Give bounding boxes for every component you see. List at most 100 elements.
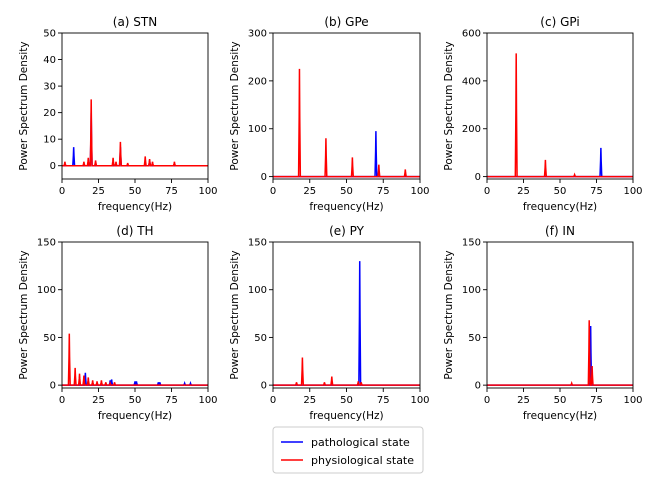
x-tick-label: 50 <box>554 395 567 406</box>
x-tick-label: 0 <box>270 186 276 197</box>
x-tick-label: 75 <box>165 395 178 406</box>
x-tick-label: 75 <box>377 186 390 197</box>
x-tick-label: 0 <box>59 395 65 406</box>
panel-a-stn: (a) STN 0 25 50 75 100 0 10 20 30 40 50 frequency(Hz… <box>18 15 218 213</box>
axes-frame <box>486 241 634 389</box>
series-group <box>273 68 420 178</box>
y-tick-label: 20 <box>43 108 56 119</box>
y-tick-label: 150 <box>462 238 481 249</box>
x-tick-label: 0 <box>59 186 65 197</box>
legend-label-physiological: physiological state <box>311 454 414 467</box>
x-tick-label: 50 <box>129 186 142 197</box>
y-tick-label: 0 <box>50 381 56 392</box>
y-tick-label: 10 <box>43 135 56 146</box>
series-line-physiological-state <box>273 357 420 386</box>
y-axis-label: Power Spectrum Density <box>18 250 30 379</box>
series-line-physiological-state <box>487 320 633 386</box>
x-tick-label: 25 <box>303 395 316 406</box>
axes-frame <box>486 32 634 180</box>
y-tick-label: 150 <box>37 238 56 249</box>
panel-title: (f) IN <box>545 224 575 238</box>
legend-label-pathological: pathological state <box>311 436 410 449</box>
y-tick-label: 200 <box>462 124 481 135</box>
series-group <box>62 99 208 167</box>
x-tick-label: 100 <box>410 186 429 197</box>
x-axis-label: frequency(Hz) <box>98 410 172 422</box>
y-tick-label: 600 <box>462 29 481 40</box>
series-line-pathological-state <box>487 147 633 178</box>
y-tick-label: 0 <box>475 172 481 183</box>
series-line-pathological-state <box>487 325 633 386</box>
x-tick-label: 100 <box>198 186 217 197</box>
x-tick-label: 25 <box>303 186 316 197</box>
y-tick-label: 50 <box>43 333 56 344</box>
y-axis-label: Power Spectrum Density <box>18 41 30 170</box>
x-tick-label: 75 <box>377 395 390 406</box>
x-tick-label: 100 <box>623 395 642 406</box>
x-axis-label: frequency(Hz) <box>523 201 597 213</box>
x-tick-label: 75 <box>590 186 603 197</box>
y-tick-label: 100 <box>37 285 56 296</box>
y-tick-label: 0 <box>475 381 481 392</box>
panel-title: (c) GPi <box>540 15 579 29</box>
series-line-physiological-state <box>62 99 208 167</box>
y-tick-label: 300 <box>248 29 267 40</box>
y-tick-label: 100 <box>462 285 481 296</box>
x-tick-label: 25 <box>92 186 105 197</box>
y-tick-label: 100 <box>248 285 267 296</box>
x-tick-label: 50 <box>340 395 353 406</box>
y-tick-label: 30 <box>43 82 56 93</box>
x-tick-label: 0 <box>484 395 490 406</box>
y-tick-label: 0 <box>50 161 56 172</box>
y-tick-label: 50 <box>468 333 481 344</box>
x-axis-label: frequency(Hz) <box>98 201 172 213</box>
series-line-pathological-state <box>273 131 420 178</box>
y-axis-label: Power Spectrum Density <box>443 41 455 170</box>
y-tick-label: 0 <box>261 381 267 392</box>
panel-e-py: (e) PY 0 25 50 75 100 0 50 100 150 frequency(Hz) Po… <box>229 224 430 422</box>
x-tick-label: 50 <box>340 186 353 197</box>
x-tick-label: 0 <box>484 186 490 197</box>
panel-title: (d) TH <box>116 224 153 238</box>
y-tick-label: 150 <box>248 238 267 249</box>
x-tick-label: 100 <box>623 186 642 197</box>
axes-frame <box>61 241 209 389</box>
x-tick-label: 50 <box>129 395 142 406</box>
panel-b-gpe: (b) GPe 0 25 50 75 100 0 100 200 300 frequency(Hz)… <box>229 15 430 213</box>
axes-frame <box>272 32 421 180</box>
x-tick-label: 25 <box>517 395 530 406</box>
x-axis-label: frequency(Hz) <box>523 410 597 422</box>
x-tick-label: 25 <box>92 395 105 406</box>
series-line-pathological-state <box>62 372 208 386</box>
axes-frame <box>272 241 421 389</box>
panel-title: (e) PY <box>329 224 365 238</box>
series-line-physiological-state <box>62 333 208 386</box>
y-tick-label: 0 <box>261 172 267 183</box>
y-tick-label: 50 <box>43 29 56 40</box>
series-group <box>62 333 208 386</box>
x-tick-label: 75 <box>590 395 603 406</box>
x-tick-label: 100 <box>410 395 429 406</box>
y-axis-label: Power Spectrum Density <box>229 41 241 170</box>
x-tick-label: 25 <box>517 186 530 197</box>
x-tick-label: 0 <box>270 395 276 406</box>
x-axis-label: frequency(Hz) <box>309 201 383 213</box>
y-tick-label: 50 <box>254 333 267 344</box>
panel-d-th: (d) TH 0 25 50 75 100 0 50 100 150 frequency(Hz) Po… <box>18 224 218 422</box>
series-group <box>273 261 420 386</box>
x-tick-label: 50 <box>554 186 567 197</box>
panels-layer: (a) STN 0 25 50 75 100 0 10 20 30 40 50 frequency(Hz… <box>18 15 643 422</box>
panel-c-gpi: (c) GPi 0 25 50 75 100 0 200 400 600 frequency(Hz)… <box>443 15 643 213</box>
x-tick-label: 75 <box>165 186 178 197</box>
axes-frame <box>61 32 209 180</box>
y-axis-label: Power Spectrum Density <box>229 250 241 379</box>
series-line-pathological-state <box>273 261 420 386</box>
series-line-physiological-state <box>487 53 633 178</box>
series-line-pathological-state <box>62 112 208 167</box>
y-axis-label: Power Spectrum Density <box>443 250 455 379</box>
y-tick-label: 40 <box>43 55 56 66</box>
y-tick-label: 400 <box>462 76 481 87</box>
y-tick-label: 100 <box>248 124 267 135</box>
panel-title: (a) STN <box>113 15 157 29</box>
